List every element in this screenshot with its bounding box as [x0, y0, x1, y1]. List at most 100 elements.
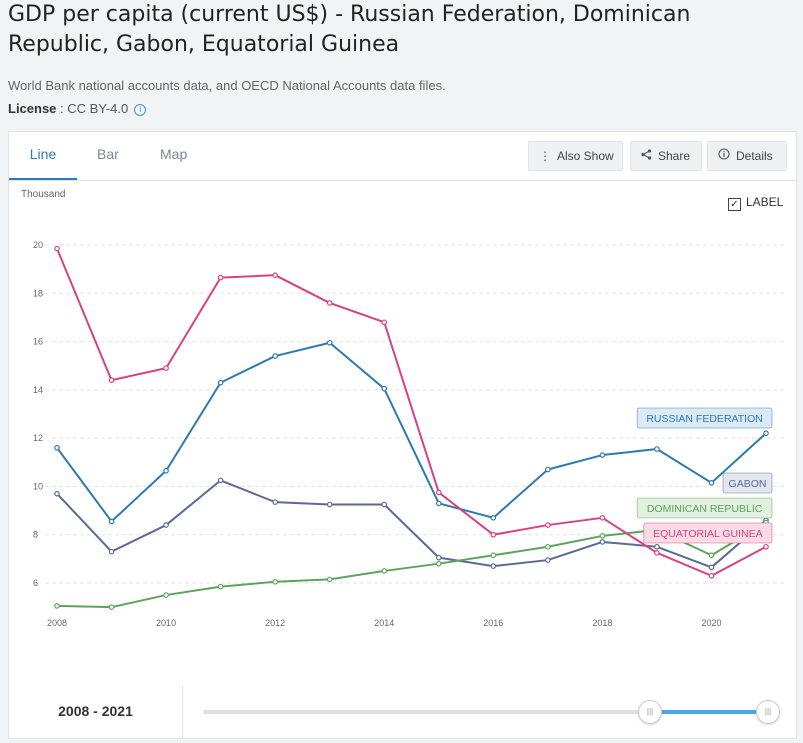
- data-point-gabon-2017: [545, 557, 551, 563]
- data-point-russian-federation-2015: [435, 500, 442, 507]
- tab-line[interactable]: Line: [9, 132, 77, 180]
- data-point-equatorial-guinea-2020: [708, 572, 715, 579]
- share-button[interactable]: Share: [630, 141, 702, 171]
- x-tick-label-2012: 2012: [265, 618, 285, 628]
- vertical-dots-icon: ⋮: [539, 149, 551, 163]
- data-point-russian-federation-2014: [381, 385, 388, 392]
- info-icon: [718, 142, 730, 170]
- series-label-box-dominican-republic: [636, 497, 773, 519]
- y-tick-label-12: 12: [33, 433, 43, 443]
- series-label-box-gabon: [722, 472, 773, 494]
- series-label-box-russian-federation: [636, 407, 773, 429]
- data-point-russian-federation-2016: [490, 515, 497, 521]
- also-show-button[interactable]: ⋮ Also Show: [528, 141, 623, 171]
- label-checkbox[interactable]: ✓: [728, 198, 741, 211]
- data-point-gabon-2008: [54, 490, 60, 497]
- series-label-box-equatorial-guinea: [643, 522, 773, 544]
- data-point-gabon-2018: [599, 539, 606, 545]
- data-point-equatorial-guinea-2016: [490, 531, 497, 538]
- details-label: Details: [736, 149, 773, 163]
- data-point-gabon-2014: [381, 501, 388, 508]
- data-point-equatorial-guinea-2012: [272, 272, 278, 278]
- data-point-gabon-2011: [217, 477, 224, 484]
- slider-handle-start[interactable]: |||: [638, 700, 662, 724]
- data-point-dominican-republic-2009: [108, 604, 115, 610]
- data-point-gabon-2010: [163, 522, 169, 528]
- page-title: GDP per capita (current US$) - Russian F…: [8, 2, 691, 57]
- series-label-equatorial-guinea: EQUATORIAL GUINEA: [653, 528, 763, 540]
- data-point-dominican-republic-2017: [545, 543, 551, 550]
- y-tick-label-16: 16: [33, 337, 43, 347]
- y-tick-label-14: 14: [33, 385, 43, 395]
- series-label-dominican-republic: DOMINICAN REPUBLIC: [647, 503, 763, 515]
- data-point-gabon-2015: [435, 554, 442, 561]
- tab-map[interactable]: Map: [160, 146, 188, 162]
- data-point-dominican-republic-2018: [599, 533, 606, 539]
- data-point-russian-federation-2009: [108, 518, 115, 525]
- data-point-russian-federation-2018: [599, 452, 606, 458]
- data-point-dominican-republic-2012: [272, 578, 278, 585]
- label-toggle-text: LABEL: [746, 195, 784, 209]
- data-point-dominican-republic-2011: [217, 583, 224, 590]
- license-line: License : CC BY-4.0 i: [8, 101, 147, 116]
- data-point-gabon-2020: [708, 564, 715, 571]
- series-label-gabon: GABON: [729, 478, 767, 490]
- data-point-equatorial-guinea-2019: [654, 550, 660, 556]
- data-point-russian-federation-2012: [272, 353, 278, 359]
- view-tabs: Line Bar Map ⋮ Also Show Share Details: [9, 132, 796, 181]
- data-point-russian-federation-2008: [54, 444, 60, 451]
- tab-bar[interactable]: Bar: [97, 146, 119, 162]
- license-label: License: [8, 101, 57, 116]
- slider-handle-end[interactable]: |||: [756, 700, 780, 724]
- label-toggle[interactable]: ✓ LABEL: [728, 195, 783, 211]
- data-point-equatorial-guinea-2014: [381, 319, 388, 326]
- line-chart: 6 8 10 12 14 16 18 20 2008 2010 2012 2014 2016 2018 20…: [33, 240, 784, 628]
- details-button[interactable]: Details: [707, 141, 787, 171]
- y-tick-label-18: 18: [33, 288, 43, 298]
- data-point-equatorial-guinea-2021: [763, 543, 769, 550]
- data-point-dominican-republic-2010: [163, 592, 169, 598]
- data-point-russian-federation-2020: [708, 480, 715, 486]
- data-point-gabon-2013: [326, 501, 333, 508]
- chart-panel: Line Bar Map ⋮ Also Show Share Details Th…: [8, 131, 797, 688]
- data-point-russian-federation-2013: [326, 339, 333, 346]
- x-tick-label-2010: 2010: [156, 618, 176, 628]
- x-tick-label-2020: 2020: [701, 618, 721, 628]
- data-point-equatorial-guinea-2009: [108, 377, 115, 384]
- data-point-russian-federation-2010: [163, 467, 169, 474]
- data-point-russian-federation-2019: [654, 446, 660, 452]
- series-line-equatorial-guinea: [56, 248, 767, 577]
- data-point-russian-federation-2021: [763, 430, 769, 437]
- x-tick-label-2018: 2018: [592, 618, 612, 628]
- series-line-russian-federation: [56, 341, 767, 523]
- data-point-equatorial-guinea-2011: [217, 274, 224, 281]
- data-point-russian-federation-2017: [545, 466, 551, 473]
- data-point-dominican-republic-2020: [708, 552, 715, 559]
- year-range-slider[interactable]: ||| |||: [203, 700, 780, 724]
- data-point-dominican-republic-2015: [435, 560, 442, 567]
- data-point-dominican-republic-2008: [54, 603, 60, 609]
- data-point-equatorial-guinea-2015: [435, 489, 442, 496]
- series-label-russian-federation: RUSSIAN FEDERATION: [646, 413, 762, 425]
- data-point-gabon-2016: [490, 563, 497, 569]
- share-label: Share: [658, 149, 691, 163]
- data-point-equatorial-guinea-2013: [326, 300, 333, 306]
- license-info-icon[interactable]: i: [134, 104, 147, 116]
- source-note: World Bank national accounts data, and O…: [8, 78, 446, 93]
- data-point-equatorial-guinea-2018: [599, 515, 606, 521]
- data-point-gabon-2009: [108, 548, 115, 555]
- slider-selected-range: [650, 710, 767, 714]
- data-point-gabon-2012: [272, 499, 278, 505]
- y-tick-label-10: 10: [33, 481, 43, 491]
- data-point-dominican-republic-2016: [490, 552, 497, 559]
- data-point-equatorial-guinea-2010: [163, 365, 169, 371]
- share-icon: [641, 142, 652, 170]
- y-tick-label-20: 20: [33, 240, 43, 250]
- x-tick-label-2008: 2008: [47, 618, 67, 628]
- range-footer: 2008 - 2021 ||| |||: [8, 686, 797, 739]
- chart-area: Thousand ✓ LABEL 6 8 10 12 14 16 18 20 2008 2010 20…: [9, 181, 796, 687]
- x-tick-label-2014: 2014: [374, 618, 394, 628]
- y-tick-label-8: 8: [33, 530, 38, 540]
- year-range-label: 2008 - 2021: [9, 686, 183, 738]
- data-point-russian-federation-2011: [217, 379, 224, 386]
